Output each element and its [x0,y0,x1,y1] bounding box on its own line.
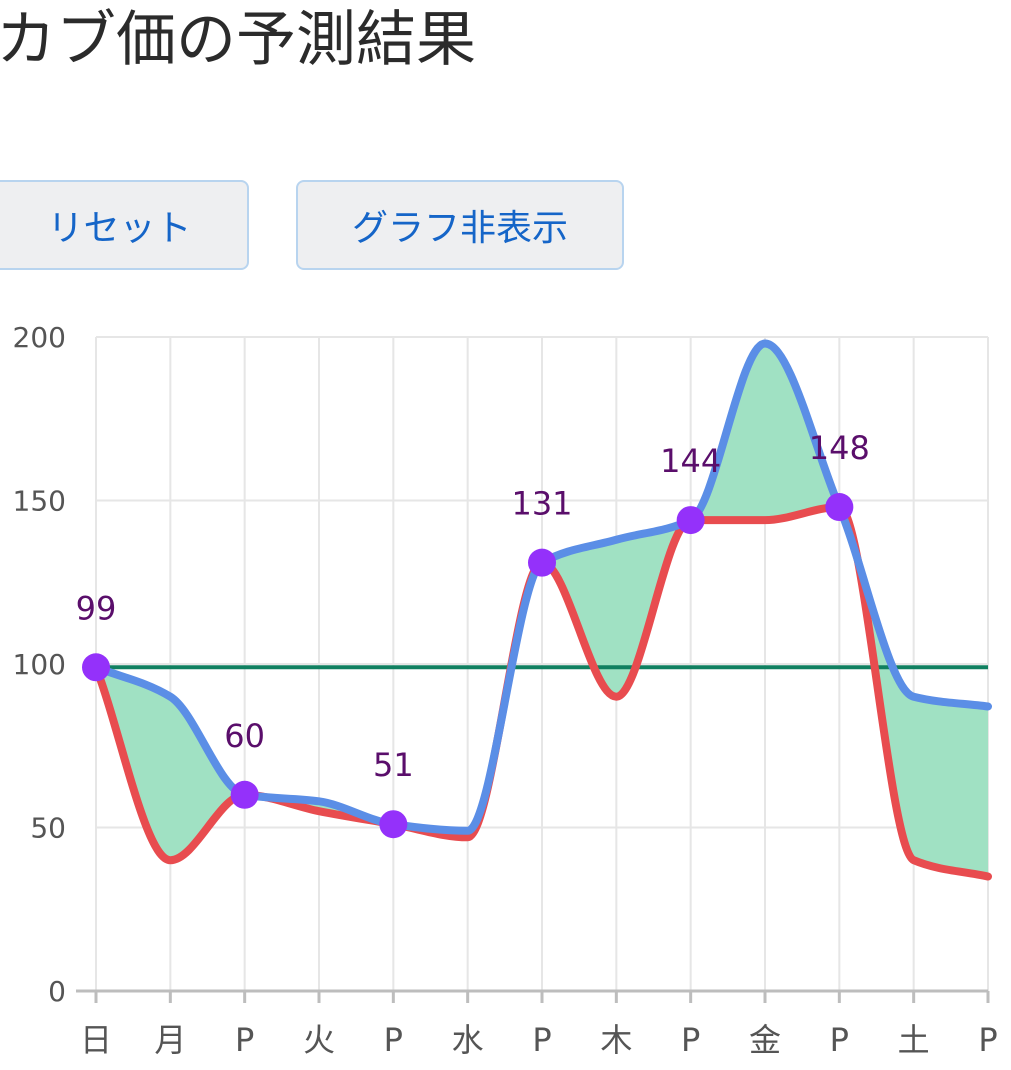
data-label: 60 [224,717,265,755]
data-label: 144 [660,442,721,480]
x-tick-label: 火 [303,1021,335,1059]
y-tick-label: 100 [13,648,66,681]
data-point [528,548,556,577]
x-tick-label: P [681,1021,700,1059]
x-tick-label: 金 [749,1021,781,1059]
range-fill-area [96,343,988,877]
x-tick-label: P [532,1021,551,1059]
grid-lines [95,336,989,991]
x-tick-label: 木 [600,1021,632,1059]
data-points [82,493,854,839]
data-point [82,653,110,682]
y-tick-label: 0 [48,975,66,1008]
y-tick-label: 150 [13,485,66,518]
data-labels: 99 60 51 131 144 148 [76,429,870,784]
x-tick-label: 日 [80,1021,112,1059]
data-point [676,506,705,535]
hide-graph-button[interactable]: グラフ非表示 [296,180,624,270]
data-label: 148 [809,429,870,467]
x-tick-label: 月 [154,1021,186,1059]
range-fill [96,343,988,877]
y-tick-label: 200 [13,321,66,354]
turnip-price-chart: 0 50 100 150 200 日 月 P 火 P 水 P 木 P 金 P 土 P 99 60 51 131 144 14… [13,321,998,1059]
axes: 0 50 100 150 200 日 月 P 火 P 水 P 木 P 金 P 土 P [13,321,998,1059]
y-tick-label: 50 [30,812,66,845]
x-tick-label: P [830,1021,849,1059]
data-point [230,780,259,809]
data-label: 99 [76,589,117,627]
x-tick-label: 土 [898,1021,930,1059]
data-label: 131 [511,485,572,523]
page-title: カブ価の予測結果 [0,5,476,75]
reset-button[interactable]: リセット [0,180,249,270]
x-tick-label: P [384,1021,403,1059]
x-tick-label: 水 [452,1021,484,1059]
x-tick-label: P [978,1021,997,1059]
data-point [825,493,854,522]
x-tick-label: P [235,1021,254,1059]
data-label: 51 [373,746,414,784]
data-point [379,810,408,839]
